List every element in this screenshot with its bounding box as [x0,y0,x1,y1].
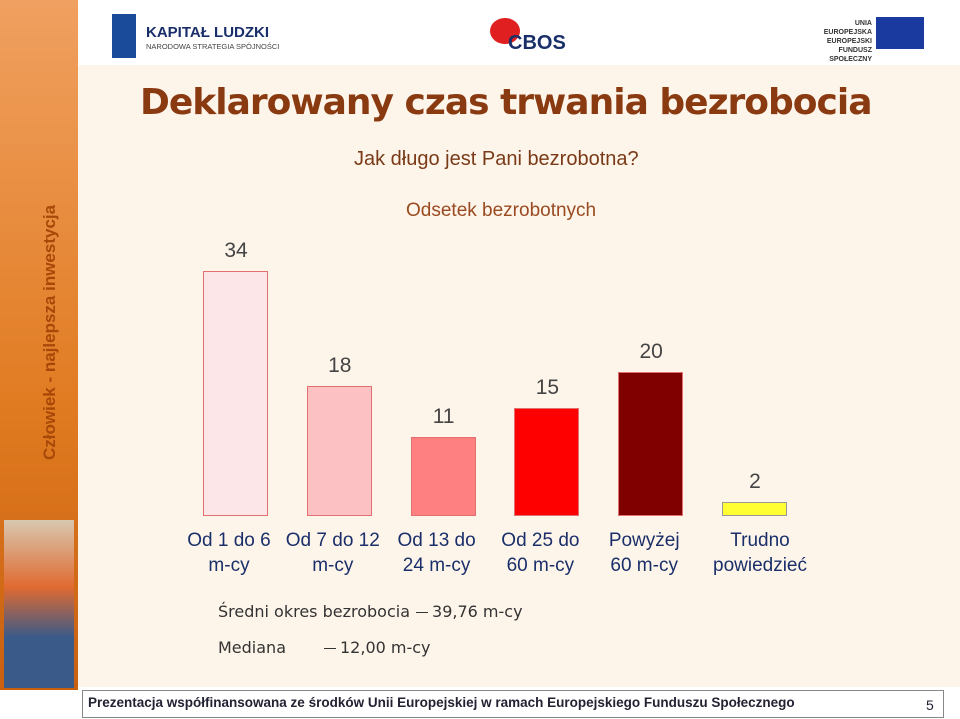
photo [4,520,74,688]
note-row: Mediana 12,00 m-cy [218,638,431,657]
logo-text: CBOS [508,32,566,54]
eu-flag [876,17,924,49]
dash [324,648,336,649]
x-tick-label: Trudno powiedzieć [713,530,807,576]
data-label: 34 [224,239,248,263]
page-number: 5 [926,697,934,713]
note-value: 12,00 m-cy [340,638,431,657]
bar [514,408,580,516]
x-tick-label: Od 7 do 12 m-cy [285,530,380,576]
footer-text: Prezentacja współfinansowana ze środków … [88,695,795,710]
bar [306,386,372,516]
note-row: Średni okres bezrobocia 39,76 m-cy [218,602,523,621]
logo-text: UNIA EUROPEJSKA EUROPEJSKI FUNDUSZ SPOŁECZ… [808,19,872,64]
bar [203,271,268,516]
logo-text: KAPITAŁ LUDZKI [146,24,270,41]
question: Jak długo jest Pani bezrobotna? [354,148,639,170]
title: Deklarowany czas trwania bezrobocia [140,82,872,123]
data-label: 20 [639,340,663,363]
note-value: 39,76 m-cy [432,602,523,621]
x-tick-label: Od 1 do 6 m-cy [187,530,271,576]
chart-title: Odsetek bezrobotnych [406,200,597,221]
logo-line: FUNDUSZ SPOŁECZNY [829,47,872,63]
logo-icon [490,18,520,44]
logo-text: NARODOWA STRATEGIA SPÓJNOŚCI [146,42,280,51]
logo-line: EUROPEJSKI [826,38,872,45]
data-label: 2 [749,469,761,493]
footer [82,690,944,718]
note-label: Mediana [218,638,286,657]
x-tick-label: Od 13 do 24 m-cy [397,530,476,576]
dash [416,612,429,613]
x-tick-label: Powyżej 60 m-cy [608,530,680,576]
note-label: Średni okres bezrobocia [218,602,411,621]
sidebar-text: Człowiek - najlepsza inwestycja [40,204,59,460]
logo-icon [112,14,136,58]
bar [618,372,684,516]
x-tick-label: Od 25 do 60 m-cy [501,530,580,576]
bar [722,501,787,516]
logo-line: UNIA EUROPEJSKA [823,20,872,36]
data-label: 15 [535,376,560,399]
bar [410,436,476,516]
data-label: 18 [328,354,352,378]
data-label: 11 [432,404,455,428]
